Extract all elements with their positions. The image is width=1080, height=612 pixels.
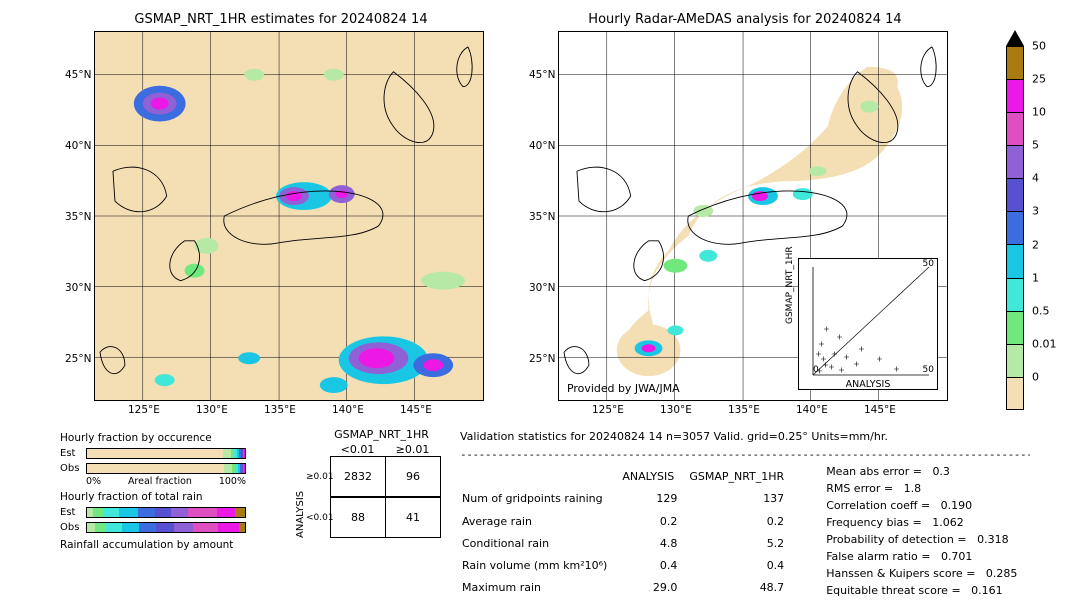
validation-header: Validation statistics for 20240824 14 n=… xyxy=(460,428,1030,445)
map-right-title: Hourly Radar-AMeDAS analysis for 2024082… xyxy=(540,12,950,27)
val-row-b: 5.2 xyxy=(689,533,794,553)
xtick: 145°E xyxy=(864,404,896,416)
val-row-label: Num of gridpoints raining xyxy=(462,489,617,509)
scatter-ylabel: GSMAP_NRT_1HR xyxy=(785,246,795,324)
xtick: 125°E xyxy=(128,404,160,416)
score-row: RMS error = 1.8 xyxy=(826,480,1017,497)
val-row-a: 0.4 xyxy=(619,555,687,575)
ytick: 45°N xyxy=(65,69,91,81)
fraction-bars: Hourly fraction by occurence Est Obs 0%A… xyxy=(60,428,265,553)
contingency-table: GSMAP_NRT_1HR ANALYSIS <0.01 ≥0.01 ≥0.01… xyxy=(292,428,441,538)
colorbar-label: 2 xyxy=(1032,239,1039,250)
colorbar-label: 0.5 xyxy=(1032,305,1050,316)
score-row: Mean abs error = 0.3 xyxy=(826,463,1017,480)
val-row-label: Maximum rain xyxy=(462,577,617,597)
hfo-title: Hourly fraction by occurence xyxy=(60,432,265,444)
xtick: 125°E xyxy=(592,404,624,416)
ytick: 25°N xyxy=(65,353,91,365)
colorbar-label: 5 xyxy=(1032,140,1039,151)
val-row-label: Rain volume (mm km²10⁶) xyxy=(462,555,617,575)
val-row-b: 137 xyxy=(689,489,794,509)
scatter-xlabel: ANALYSIS xyxy=(799,379,937,390)
ct-cell: 96 xyxy=(386,457,441,497)
score-row: Probability of detection = 0.318 xyxy=(826,531,1017,548)
dash-rule: ----------------------------------------… xyxy=(460,446,1030,463)
colorbar-label: 50 xyxy=(1032,41,1046,52)
xtick: 140°E xyxy=(332,404,364,416)
val-row-a: 29.0 xyxy=(619,577,687,597)
ct-cell: 41 xyxy=(386,498,441,538)
xtick: 135°E xyxy=(264,404,296,416)
attribution-text: Provided by JWA/JMA xyxy=(567,382,680,395)
val-row-label: Conditional rain xyxy=(462,533,617,553)
val-row-a: 0.2 xyxy=(619,511,687,531)
score-row: Equitable threat score = 0.161 xyxy=(826,582,1017,599)
ytick: 40°N xyxy=(529,140,555,152)
ytick: 45°N xyxy=(529,69,555,81)
ct-col-title: GSMAP_NRT_1HR xyxy=(322,428,441,441)
score-row: Hanssen & Kuipers score = 0.285 xyxy=(826,565,1017,582)
ytick: 30°N xyxy=(529,282,555,294)
score-row: Correlation coeff = 0.190 xyxy=(826,497,1017,514)
map-right-panel: Hourly Radar-AMeDAS analysis for 2024082… xyxy=(540,12,950,401)
colorbar-label: 0 xyxy=(1032,371,1039,382)
xtick: 130°E xyxy=(196,404,228,416)
validation-stats: Validation statistics for 20240824 14 n=… xyxy=(460,428,1030,599)
colorbar: 50 25 10 5 4 3 2 1 0.5 0.01 0 xyxy=(1006,30,1068,410)
ytick: 40°N xyxy=(65,140,91,152)
val-row-b: 48.7 xyxy=(689,577,794,597)
map-left-svg xyxy=(94,31,484,401)
colorbar-label: 25 xyxy=(1032,74,1046,85)
ytick: 30°N xyxy=(65,282,91,294)
val-row-a: 129 xyxy=(619,489,687,509)
colorbar-label: 1 xyxy=(1032,272,1039,283)
hft-title: Hourly fraction of total rain xyxy=(60,491,265,503)
rainfall-accum-label: Rainfall accumulation by amount xyxy=(60,539,265,551)
val-row-label: Average rain xyxy=(462,511,617,531)
xtick: 135°E xyxy=(728,404,760,416)
xtick: 130°E xyxy=(660,404,692,416)
ct-cell: 88 xyxy=(331,498,386,538)
score-row: Frequency bias = 1.062 xyxy=(826,514,1017,531)
val-row-a: 4.8 xyxy=(619,533,687,553)
colorbar-label: 10 xyxy=(1032,107,1046,118)
colorbar-label: 3 xyxy=(1032,206,1039,217)
ct-row-title: ANALYSIS xyxy=(292,443,306,538)
ytick: 35°N xyxy=(65,211,91,223)
val-row-b: 0.2 xyxy=(689,511,794,531)
xtick: 145°E xyxy=(400,404,432,416)
score-row: False alarm ratio = 0.701 xyxy=(826,548,1017,565)
scatter-inset: ANALYSIS GSMAP_NRT_1HR 50 0 50 xyxy=(798,258,938,390)
ytick: 35°N xyxy=(529,211,555,223)
ytick: 25°N xyxy=(529,353,555,365)
val-row-b: 0.4 xyxy=(689,555,794,575)
map-left-panel: GSMAP_NRT_1HR estimates for 20240824 14 xyxy=(76,12,486,401)
colorbar-label: 4 xyxy=(1032,173,1039,184)
ct-cell: 2832 xyxy=(331,457,386,497)
xtick: 140°E xyxy=(796,404,828,416)
colorbar-label: 0.01 xyxy=(1032,338,1057,349)
map-left-title: GSMAP_NRT_1HR estimates for 20240824 14 xyxy=(76,12,486,27)
